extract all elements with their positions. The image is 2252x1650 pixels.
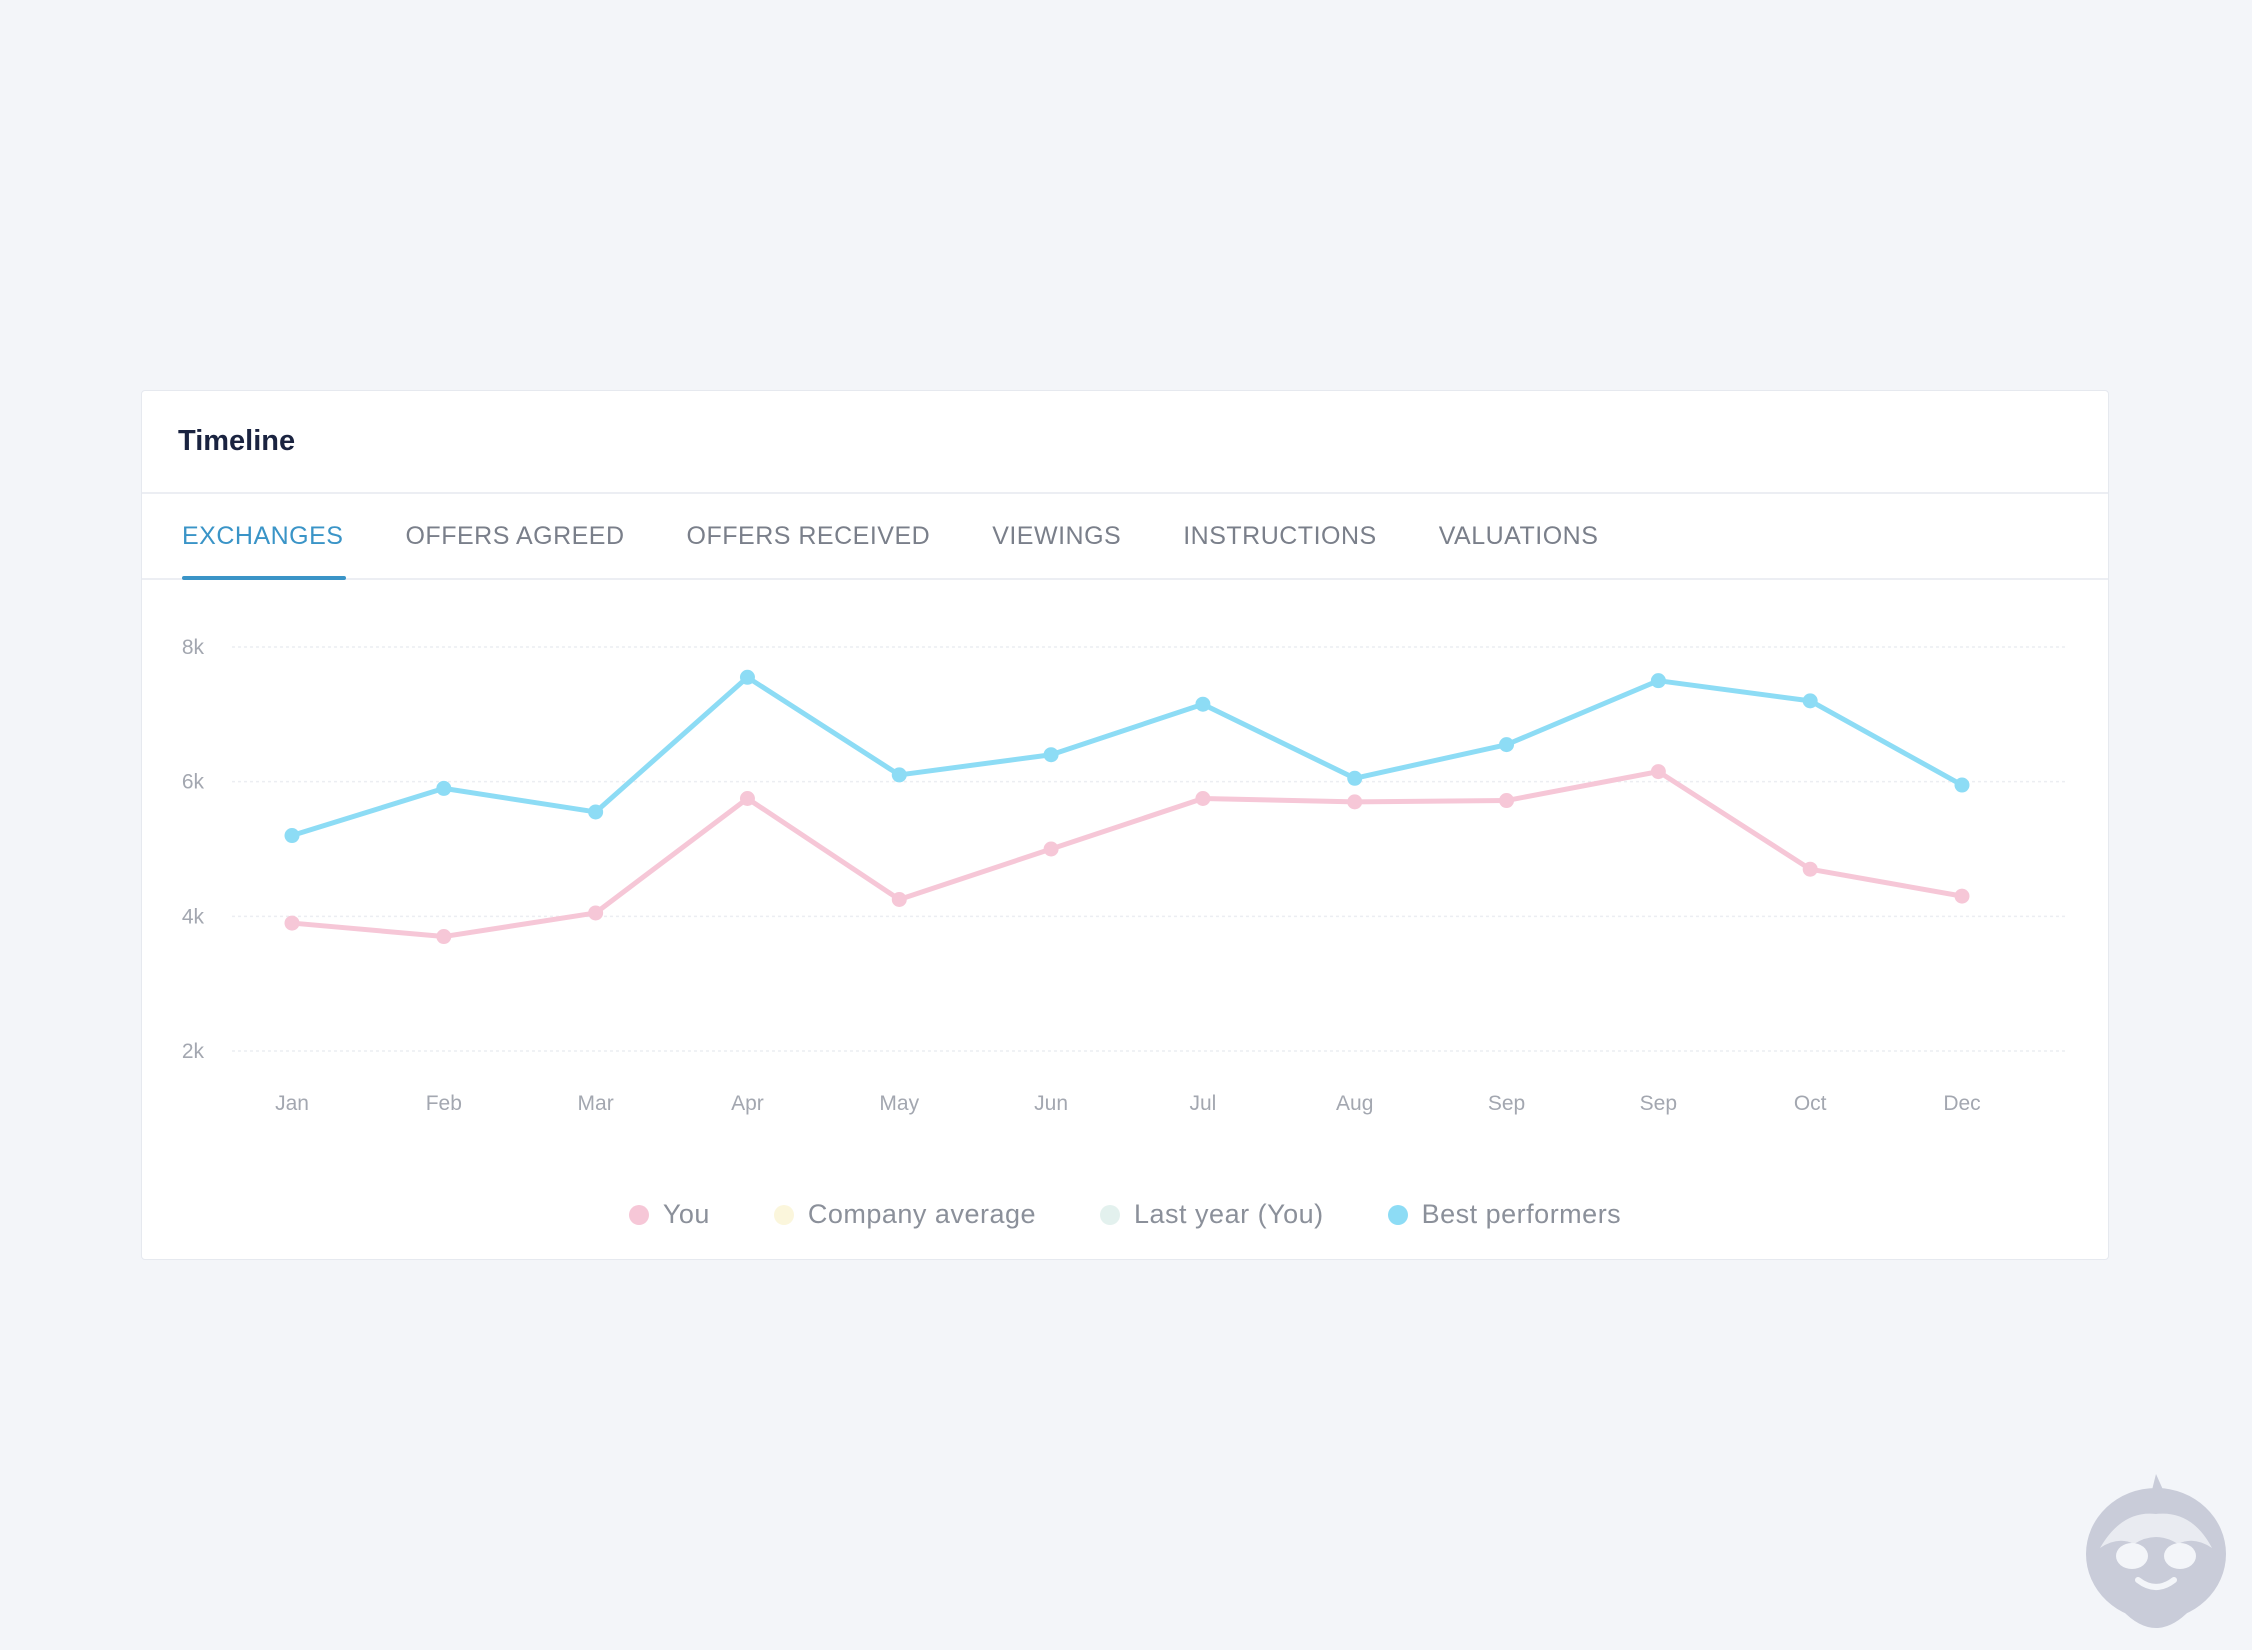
- x-tick-label-feb-1: Feb: [426, 1092, 462, 1115]
- data-point-you-4: [891, 892, 907, 907]
- data-point-you-2: [588, 905, 604, 921]
- card-header: Timeline: [142, 391, 2108, 494]
- legend-label-best-performers: Best performers: [1421, 1199, 1622, 1229]
- data-point-you-6: [1195, 791, 1211, 806]
- data-point-you-9: [1650, 764, 1666, 780]
- timeline-card: Timeline EXCHANGES OFFERS AGREED OFFERS …: [141, 390, 2109, 1260]
- tab-instructions[interactable]: INSTRUCTIONS: [1183, 521, 1377, 550]
- y-tick-label-4k: 4k: [182, 905, 205, 928]
- data-point-best-performers-4: [891, 767, 907, 783]
- legend-item-company-average[interactable]: Company average: [773, 1199, 1037, 1230]
- legend-item-you[interactable]: You: [628, 1199, 710, 1230]
- line-chart: 2k 4k 6k 8k Jan Feb Mar Apr May Jun Jul Aug Sep Sep Oc…: [142, 578, 2108, 1259]
- x-tick-label-apr-3: Apr: [731, 1092, 764, 1115]
- card-title: Timeline: [178, 425, 296, 457]
- tab-offers-received[interactable]: OFFERS RECEIVED: [686, 521, 931, 550]
- x-tick-label-sep-8: Sep: [1488, 1092, 1525, 1115]
- y-tick-label-6k: 6k: [182, 771, 205, 794]
- legend-dot-company-average: [773, 1204, 794, 1225]
- legend-dot-last-year: [1100, 1204, 1121, 1225]
- data-point-you-10: [1802, 861, 1818, 877]
- data-point-best-performers-8: [1499, 737, 1515, 753]
- tab-offers-agreed[interactable]: OFFERS AGREED: [405, 521, 625, 550]
- data-point-you-7: [1347, 794, 1363, 810]
- data-point-best-performers-2: [588, 804, 604, 820]
- legend-label-company-average: Company average: [807, 1199, 1037, 1229]
- chart-svg: 2k 4k 6k 8k Jan Feb Mar Apr May Jun Jul Aug Sep Sep Oc…: [182, 636, 2068, 1115]
- legend-dot-best-performers: [1387, 1204, 1408, 1225]
- x-tick-label-aug-7: Aug: [1336, 1092, 1373, 1115]
- mascot-logo-icon: [2086, 1474, 2226, 1628]
- y-tick-label-2k: 2k: [182, 1040, 205, 1063]
- data-point-best-performers-7: [1347, 770, 1363, 786]
- tab-valuations[interactable]: VALUATIONS: [1438, 521, 1599, 550]
- x-tick-label-oct-10: Oct: [1794, 1092, 1827, 1115]
- tab-bar: EXCHANGES OFFERS AGREED OFFERS RECEIVED …: [142, 494, 2108, 580]
- data-point-best-performers-5: [1043, 747, 1059, 763]
- x-tick-label-may-4: May: [879, 1092, 919, 1115]
- x-tick-label-jun-5: Jun: [1034, 1092, 1068, 1115]
- data-point-best-performers-10: [1802, 693, 1818, 709]
- data-point-best-performers-11: [1954, 777, 1970, 793]
- data-point-best-performers-9: [1650, 673, 1666, 689]
- data-point-you-1: [436, 929, 452, 945]
- legend-label-you: You: [662, 1199, 710, 1229]
- data-point-best-performers-3: [739, 669, 755, 685]
- data-point-best-performers-1: [436, 780, 452, 796]
- series-line-you: [289, 769, 1965, 940]
- legend-item-best-performers[interactable]: Best performers: [1387, 1199, 1622, 1230]
- data-point-you-11: [1954, 888, 1970, 904]
- data-point-you-3: [739, 791, 755, 806]
- legend-dot-you: [628, 1204, 649, 1225]
- chart-legend: You Company average Last year (You) Best…: [142, 1199, 2108, 1230]
- x-tick-label-sep-9: Sep: [1640, 1092, 1677, 1115]
- tab-exchanges[interactable]: EXCHANGES: [182, 494, 347, 580]
- x-tick-label-jul-6: Jul: [1189, 1092, 1216, 1115]
- data-point-you-0: [284, 915, 300, 931]
- data-point-best-performers-6: [1195, 696, 1211, 712]
- y-tick-label-8k: 8k: [182, 636, 205, 659]
- tab-viewings[interactable]: VIEWINGS: [992, 521, 1122, 550]
- x-tick-label-dec-11: Dec: [1943, 1092, 1980, 1115]
- legend-label-last-year: Last year (You): [1134, 1199, 1324, 1229]
- data-point-best-performers-0: [284, 828, 300, 844]
- legend-item-last-year[interactable]: Last year (You): [1100, 1199, 1324, 1230]
- data-point-you-5: [1043, 841, 1059, 857]
- x-tick-label-mar-2: Mar: [578, 1092, 614, 1115]
- series-line-best-performers: [289, 674, 1965, 839]
- data-point-you-8: [1499, 793, 1515, 809]
- x-tick-label-jan-0: Jan: [275, 1092, 309, 1115]
